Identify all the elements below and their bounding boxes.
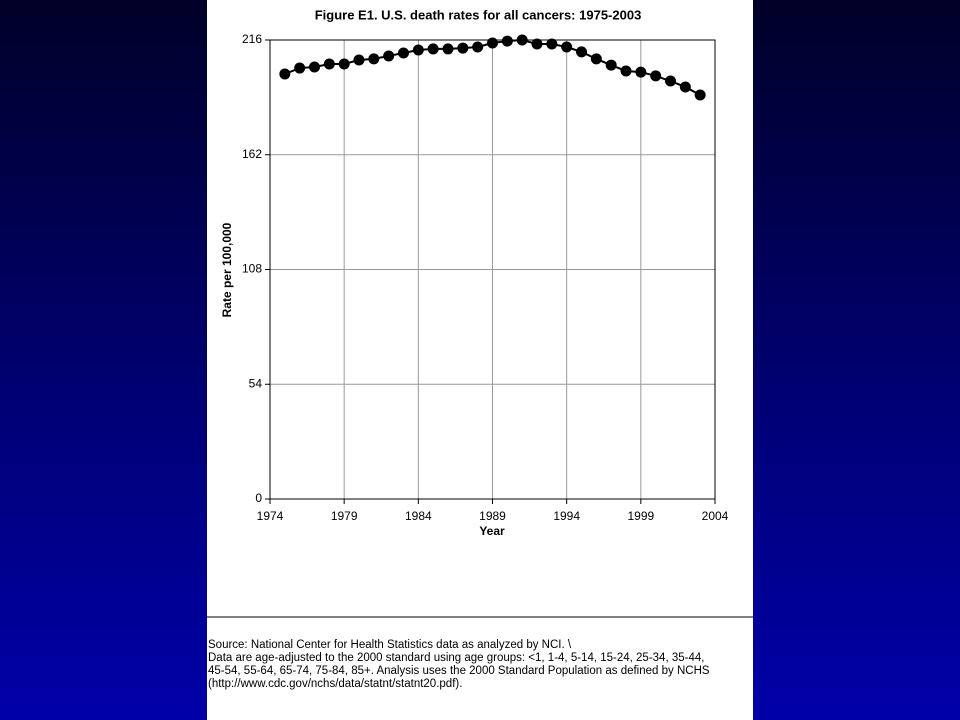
source-note: (http://www.cdc.gov/nchs/data/statnt/sta…	[208, 678, 462, 690]
x-tick-label: 1994	[553, 509, 580, 523]
data-point	[635, 66, 647, 78]
x-tick-label: 1989	[479, 509, 506, 523]
data-point	[368, 53, 380, 65]
y-tick-label: 0	[255, 491, 262, 505]
data-point	[412, 44, 424, 56]
chart-title: Figure E1. U.S. death rates for all canc…	[315, 7, 642, 22]
data-point	[279, 68, 291, 80]
data-point	[338, 58, 350, 70]
data-point	[398, 47, 409, 59]
y-tick-label: 162	[242, 147, 262, 161]
data-point	[516, 34, 528, 46]
data-point	[442, 43, 454, 55]
data-point	[383, 50, 395, 62]
data-point	[694, 89, 706, 101]
data-point	[487, 37, 498, 49]
data-point	[472, 41, 484, 53]
x-tick-label: 1974	[257, 509, 284, 523]
y-axis-label: Rate per 100,000	[220, 222, 234, 317]
x-tick-label: 1979	[331, 509, 358, 523]
source-note: Source: National Center for Health Stati…	[208, 639, 572, 651]
x-tick-label: 2004	[702, 509, 729, 523]
x-axis-label: Year	[479, 524, 505, 538]
slide-panel	[207, 0, 753, 720]
source-note: Data are age-adjusted to the 2000 standa…	[208, 652, 704, 664]
data-point	[323, 58, 335, 70]
data-point	[309, 61, 320, 73]
y-tick-label: 216	[242, 32, 262, 46]
data-point	[427, 43, 439, 55]
data-point	[294, 62, 306, 74]
data-point	[531, 38, 543, 50]
data-point	[650, 70, 662, 82]
data-point	[665, 75, 676, 87]
x-tick-label: 1999	[627, 509, 654, 523]
data-point	[590, 53, 602, 65]
data-point	[546, 38, 558, 50]
data-point	[353, 54, 365, 66]
data-point	[576, 46, 587, 58]
data-point	[501, 35, 513, 47]
data-point	[605, 59, 617, 71]
y-tick-label: 54	[249, 376, 263, 390]
y-tick-label: 108	[242, 262, 262, 276]
source-note: 45-54, 55-64, 65-74, 75-84, 85+. Analysi…	[208, 665, 710, 677]
data-point	[679, 81, 691, 93]
data-point	[561, 41, 573, 53]
data-point	[620, 65, 632, 77]
data-point	[457, 42, 469, 54]
x-tick-label: 1984	[405, 509, 432, 523]
